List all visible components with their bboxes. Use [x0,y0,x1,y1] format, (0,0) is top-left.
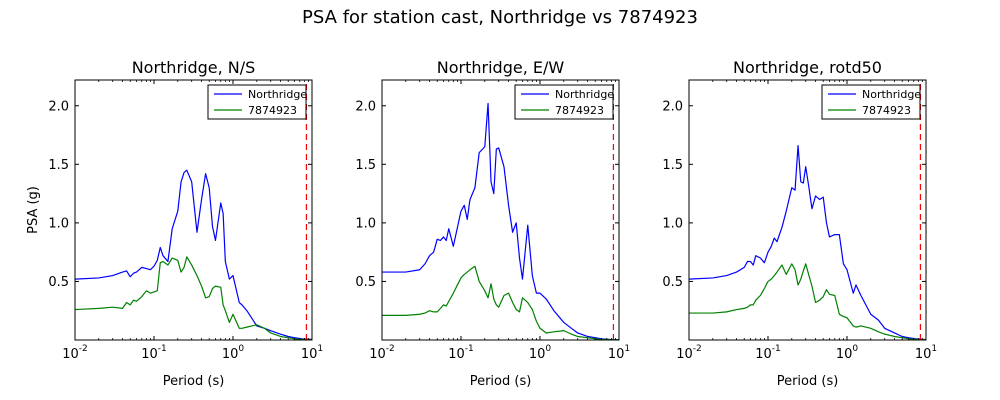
y-tick-label: 0.5 [662,275,683,290]
x-tick-label: 101 [608,344,630,362]
series-line-simulation [382,265,619,340]
series-line-northridge [382,102,619,340]
chart-panel-3: Northridge, rotd50 10-2 10-1 100 101 0.5 1.0 1.… [662,58,937,389]
y-tick-label: 2.0 [355,99,376,114]
x-tick-label: 10-2 [62,344,88,362]
x-axis-label: Period (s) [470,374,532,389]
y-tick-label: 2.0 [662,99,683,114]
legend-frame [207,84,307,120]
legend-label: 7874923 [862,104,911,117]
panel-title: Northridge, E/W [437,58,565,77]
legend-label: Northridge [862,88,921,101]
chart-panel-1: Northridge, N/S 10-2 10-1 100 101 0.5 1.0 1.5 2.… [26,58,323,389]
series-line-simulation [689,263,926,340]
x-tick-label: 100 [836,344,859,362]
series-line-northridge [75,169,312,340]
axes-frame [381,79,620,341]
legend-label: Northridge [248,88,307,101]
plot-area [382,84,619,340]
y-tick-label: 2.0 [48,99,69,114]
panel-title: Northridge, N/S [132,58,256,77]
y-tick-label: 1.0 [48,216,69,231]
x-axis-label: Period (s) [163,374,225,389]
x-tick-label: 10-2 [369,344,395,362]
legend: Northridge 7874923 [514,84,614,120]
x-tick-label: 101 [301,344,323,362]
y-tick-label: 0.5 [48,275,69,290]
x-tick-label: 10-1 [448,344,474,362]
legend-label: 7874923 [248,104,297,117]
axes-frame [74,79,313,341]
legend-frame [821,84,921,120]
legend: Northridge 7874923 [821,84,921,120]
series-line-northridge [689,144,926,340]
x-tick-label: 10-1 [141,344,167,362]
legend-label: Northridge [555,88,614,101]
plot-area [689,84,926,340]
legend-frame [514,84,614,120]
axes-frame [688,79,927,341]
y-tick-label: 0.5 [355,275,376,290]
figure-title: PSA for station cast, Northridge vs 7874… [302,7,698,28]
legend: Northridge 7874923 [207,84,307,120]
panel-title: Northridge, rotd50 [733,58,882,77]
x-axis-label: Period (s) [777,374,839,389]
x-tick-label: 100 [222,344,245,362]
y-tick-label: 1.5 [48,158,69,173]
y-tick-label: 1.0 [355,216,376,231]
chart-panel-2: Northridge, E/W 10-2 10-1 100 101 0.5 1.0 1.5 2.… [355,58,630,389]
x-tick-label: 10-2 [676,344,702,362]
y-tick-label: 1.5 [662,158,683,173]
y-tick-label: 1.0 [662,216,683,231]
x-tick-label: 10-1 [755,344,781,362]
plot-area [75,84,312,340]
y-tick-label: 1.5 [355,158,376,173]
chart-panels: Northridge, N/S 10-2 10-1 100 101 0.5 1.0 1.5 2.… [26,58,937,389]
x-tick-label: 100 [529,344,552,362]
legend-label: 7874923 [555,104,604,117]
x-tick-label: 101 [915,344,937,362]
series-line-simulation [75,256,312,340]
y-axis-label: PSA (g) [26,186,41,234]
